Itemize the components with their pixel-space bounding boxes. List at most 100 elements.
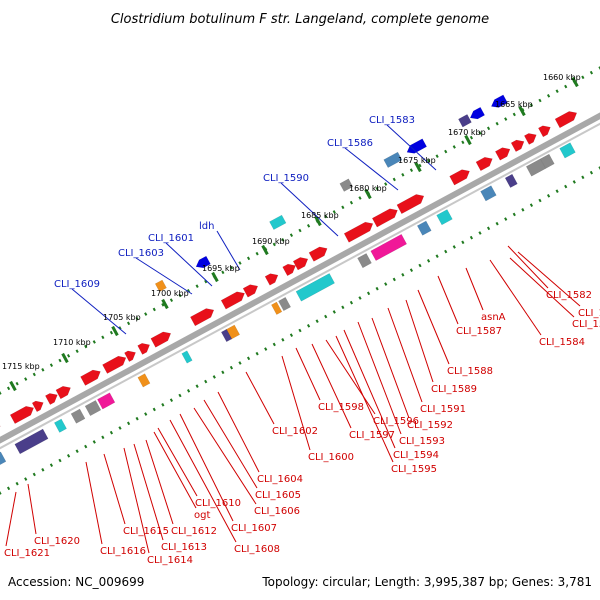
outer-tick: [409, 168, 414, 172]
gene-label: ogt: [194, 510, 210, 521]
outer-tick: [24, 377, 28, 381]
outer-tick: [375, 186, 379, 191]
leader-line: [203, 399, 258, 489]
outer-tick: [486, 126, 491, 131]
major-tick: [9, 380, 17, 392]
kbp-label: 1690 kbp: [252, 237, 290, 246]
gene-label: CLI_1604: [257, 474, 303, 485]
reverse-cds: [195, 255, 211, 269]
gene-label: CLI_1580: [578, 308, 600, 319]
outer-tick: [324, 214, 328, 219]
backbone-outer: [0, 112, 600, 444]
kbp-label: 1685 kbp: [301, 211, 339, 220]
forward-cds: [190, 308, 215, 327]
reverse-cds: [490, 94, 508, 108]
inner-tick: [349, 300, 354, 305]
leader-line: [437, 275, 459, 325]
outer-tick: [255, 251, 259, 256]
gene-label: CLI_1613: [161, 542, 207, 553]
kbp-label: 1715 kbp: [2, 362, 40, 371]
inner-tick: [504, 217, 508, 221]
accession-text: Accession: NC_009699: [8, 575, 144, 589]
inner-tick: [161, 402, 165, 407]
forward-cds: [396, 194, 425, 215]
gene-features: [0, 94, 578, 466]
gene-label: CLI_1610: [195, 498, 241, 509]
cog-block: [181, 350, 193, 364]
inner-tick: [264, 347, 268, 351]
reverse-cds: [469, 106, 486, 120]
leader-line: [509, 257, 575, 318]
gene-label: CLI_1587: [456, 326, 502, 337]
inner-tick: [144, 412, 148, 416]
inner-tick: [255, 351, 259, 356]
inner-tick: [0, 491, 2, 495]
major-tick: [414, 161, 422, 173]
leader-line: [371, 317, 410, 419]
inner-tick: [41, 467, 45, 472]
forward-cds: [31, 400, 44, 413]
gene-labels: CLI_1580CLI_1581 CLI_1582 CLI_1584 asnA CLI_…: [4, 115, 600, 566]
gene-label: CLI_1621: [4, 548, 50, 559]
forward-cds: [150, 331, 172, 348]
outer-tick: [435, 154, 439, 159]
leader-line: [157, 427, 198, 497]
leader-line: [27, 483, 37, 535]
outer-tick: [229, 265, 234, 270]
inner-tick: [546, 194, 551, 198]
outer-tick: [221, 270, 225, 275]
forward-cds: [45, 393, 58, 405]
leader-line: [153, 431, 197, 509]
gene-label: CLI_1595: [391, 464, 437, 475]
outer-tick: [101, 335, 105, 340]
inner-tick: [135, 416, 139, 421]
gene-label: CLI_1586: [327, 138, 373, 149]
inner-tick: [66, 454, 71, 458]
outer-tick: [401, 172, 405, 177]
inner-tick: [461, 240, 465, 245]
inner-tick: [75, 449, 79, 454]
kbp-label: 1680 kbp: [349, 184, 387, 193]
outer-tick: [306, 224, 311, 228]
inner-tick: [152, 407, 156, 412]
forward-cds: [475, 156, 493, 172]
forward-cds: [308, 246, 328, 262]
leader-line: [85, 461, 103, 545]
leader-line: [71, 288, 127, 335]
kbp-label: 1660 kbp: [543, 73, 581, 82]
outer-tick: [272, 242, 276, 247]
outer-tick: [75, 349, 79, 354]
inner-tick: [435, 254, 439, 259]
inner-tick: [204, 379, 208, 384]
forward-cds: [242, 284, 259, 298]
inner-tick: [229, 365, 234, 370]
outer-tick: [452, 145, 456, 149]
outer-tick: [589, 70, 594, 75]
outer-tick: [169, 298, 174, 302]
reverse-cds: [339, 178, 354, 192]
cog-block: [357, 253, 372, 269]
inner-tick: [572, 180, 576, 184]
outer-tick: [392, 177, 396, 182]
outer-tick: [495, 121, 499, 126]
outer-tick: [204, 279, 208, 284]
inner-tick: [84, 444, 88, 449]
outer-tick: [298, 228, 302, 233]
kbp-label: 1675 kbp: [398, 156, 436, 165]
outer-tick: [6, 386, 11, 391]
major-tick: [518, 105, 526, 117]
major-tick: [314, 215, 322, 227]
leader-line: [489, 259, 542, 336]
outer-tick: [478, 131, 482, 135]
kbp-label: 1710 kbp: [53, 338, 91, 347]
forward-cds: [124, 350, 136, 362]
outer-tick: [504, 117, 508, 121]
leader-line: [357, 321, 402, 435]
inner-tick: [375, 286, 379, 291]
outer-tick: [135, 316, 139, 321]
cog-block: [97, 392, 116, 410]
forward-cds: [494, 147, 511, 161]
inner-tick: [581, 175, 585, 180]
inner-tick: [289, 333, 294, 337]
gene-label: CLI_1597: [349, 430, 395, 441]
